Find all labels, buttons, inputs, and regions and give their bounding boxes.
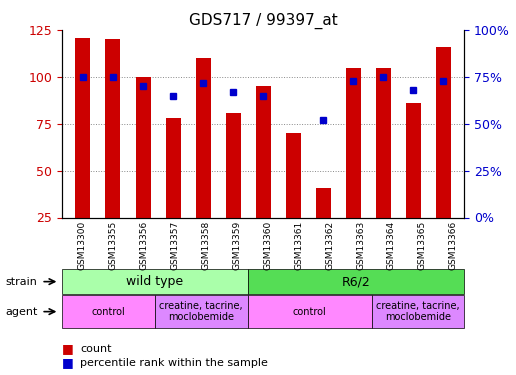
Text: GSM13358: GSM13358: [201, 221, 210, 270]
Text: R6/2: R6/2: [342, 275, 370, 288]
Text: GSM13363: GSM13363: [356, 221, 365, 270]
Text: GSM13300: GSM13300: [77, 221, 86, 270]
Text: GSM13366: GSM13366: [449, 221, 458, 270]
Bar: [316, 188, 331, 218]
Text: GSM13359: GSM13359: [232, 221, 241, 270]
Text: GSM13365: GSM13365: [418, 221, 427, 270]
Text: GSM13362: GSM13362: [325, 221, 334, 270]
Text: GSM13364: GSM13364: [387, 221, 396, 270]
Bar: [166, 118, 181, 218]
Text: ■: ■: [62, 356, 74, 369]
Text: wild type: wild type: [126, 275, 183, 288]
Text: count: count: [80, 345, 111, 354]
Text: ■: ■: [62, 342, 74, 355]
Title: GDS717 / 99397_at: GDS717 / 99397_at: [189, 12, 337, 28]
Text: GSM13360: GSM13360: [263, 221, 272, 270]
Bar: [255, 86, 271, 218]
Text: creatine, tacrine,
moclobemide: creatine, tacrine, moclobemide: [376, 301, 460, 322]
Bar: [225, 112, 240, 218]
Text: GSM13356: GSM13356: [139, 221, 148, 270]
Bar: [376, 68, 391, 218]
Text: GSM13357: GSM13357: [170, 221, 179, 270]
Text: agent: agent: [5, 307, 38, 316]
Bar: [105, 39, 121, 218]
Bar: [406, 103, 421, 218]
Text: strain: strain: [5, 277, 37, 286]
Text: control: control: [91, 307, 125, 316]
Text: GSM13361: GSM13361: [294, 221, 303, 270]
Bar: [136, 77, 151, 218]
Text: percentile rank within the sample: percentile rank within the sample: [80, 358, 268, 368]
Bar: [196, 58, 211, 217]
Bar: [346, 68, 361, 218]
Bar: [75, 38, 90, 218]
Text: control: control: [293, 307, 327, 316]
Text: GSM13355: GSM13355: [108, 221, 117, 270]
Bar: [286, 133, 301, 218]
Bar: [436, 47, 451, 217]
Text: creatine, tacrine,
moclobemide: creatine, tacrine, moclobemide: [159, 301, 243, 322]
